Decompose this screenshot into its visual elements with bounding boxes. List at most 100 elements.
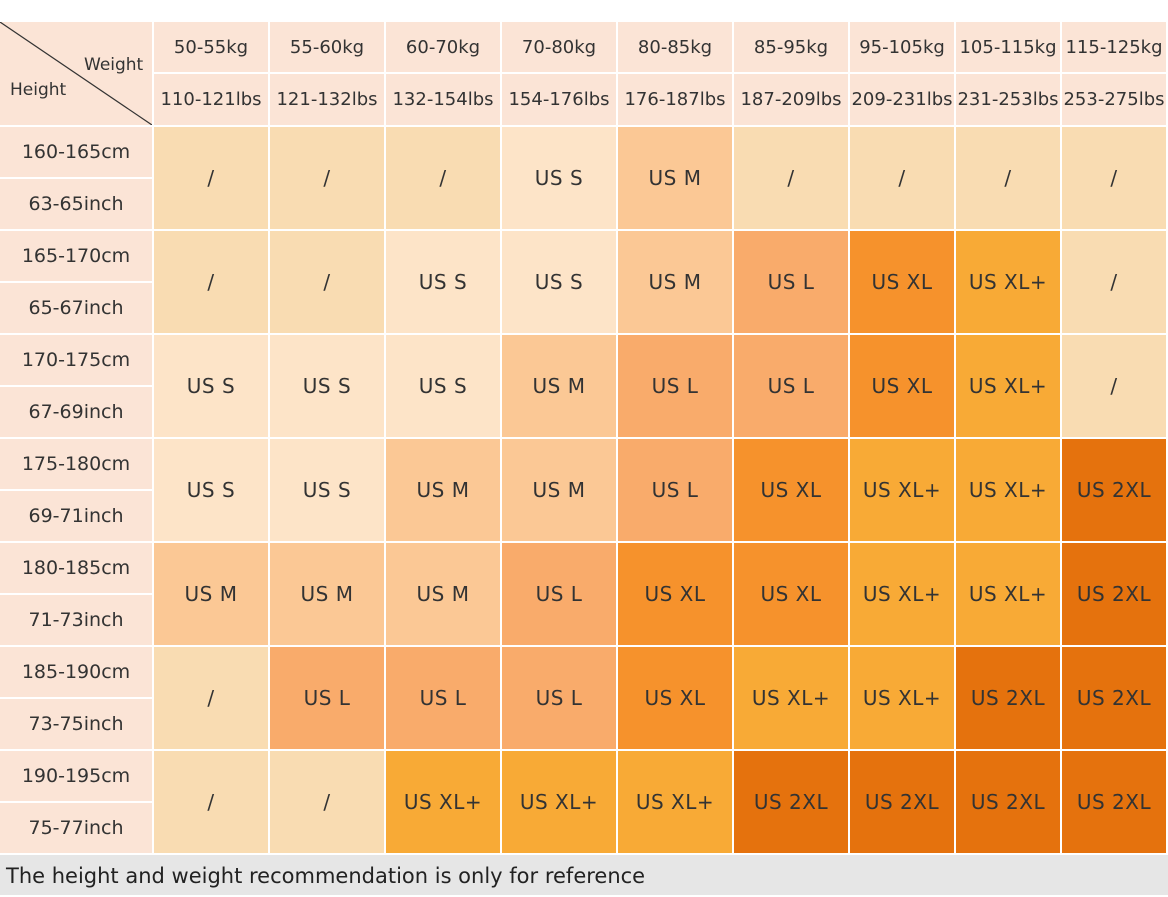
weight-lbs: 187-209lbs [734, 74, 848, 125]
height-inch: 67-69inch [0, 387, 152, 437]
size-cell: US XL+ [956, 439, 1060, 541]
size-cell: US XL [734, 439, 848, 541]
size-cell: US XL+ [850, 439, 954, 541]
size-cell: US XL [850, 335, 954, 437]
height-inch: 69-71inch [0, 491, 152, 541]
size-cell: US XL+ [618, 751, 732, 853]
weight-lbs: 176-187lbs [618, 74, 732, 125]
size-cell: US M [154, 543, 268, 645]
size-cell: US L [502, 543, 616, 645]
weight-lbs: 253-275lbs [1062, 74, 1166, 125]
size-cell: US S [502, 231, 616, 333]
size-cell: US S [386, 335, 500, 437]
height-cm: 175-180cm [0, 439, 152, 489]
size-cell: US XL+ [734, 647, 848, 749]
size-cell: / [154, 127, 268, 229]
size-cell: US XL+ [956, 543, 1060, 645]
size-cell: / [386, 127, 500, 229]
height-cm: 190-195cm [0, 751, 152, 801]
size-cell: US M [386, 439, 500, 541]
size-cell: US L [734, 231, 848, 333]
weight-lbs: 231-253lbs [956, 74, 1060, 125]
footer-note: The height and weight recommendation is … [0, 855, 1168, 895]
size-cell: US L [386, 647, 500, 749]
size-cell: US 2XL [1062, 543, 1166, 645]
height-cm: 180-185cm [0, 543, 152, 593]
height-cm: 165-170cm [0, 231, 152, 281]
weight-kg: 80-85kg [618, 22, 732, 72]
size-cell: US XL+ [850, 647, 954, 749]
size-cell: US S [270, 439, 384, 541]
weight-kg: 60-70kg [386, 22, 500, 72]
height-inch: 71-73inch [0, 595, 152, 645]
size-cell: US XL+ [956, 335, 1060, 437]
weight-kg: 50-55kg [154, 22, 268, 72]
height-cm: 185-190cm [0, 647, 152, 697]
weight-kg: 115-125kg [1062, 22, 1166, 72]
height-inch: 63-65inch [0, 179, 152, 229]
size-cell: / [1062, 231, 1166, 333]
size-cell: US 2XL [1062, 647, 1166, 749]
size-cell: US 2XL [956, 751, 1060, 853]
size-cell: US M [386, 543, 500, 645]
size-cell: US 2XL [1062, 439, 1166, 541]
weight-kg: 55-60kg [270, 22, 384, 72]
size-cell: US M [618, 231, 732, 333]
size-cell: US S [154, 335, 268, 437]
corner-weight: Weight [84, 55, 144, 75]
height-inch: 75-77inch [0, 803, 152, 853]
size-cell: / [1062, 127, 1166, 229]
size-cell: US S [154, 439, 268, 541]
weight-kg: 95-105kg [850, 22, 954, 72]
size-cell: / [154, 751, 268, 853]
weight-kg: 105-115kg [956, 22, 1060, 72]
weight-kg: 70-80kg [502, 22, 616, 72]
corner-cell: Weight Height [0, 22, 152, 125]
size-cell: US 2XL [734, 751, 848, 853]
size-cell: US XL+ [956, 231, 1060, 333]
size-cell: US S [502, 127, 616, 229]
weight-lbs: 110-121lbs [154, 74, 268, 125]
size-cell: US XL+ [502, 751, 616, 853]
size-cell: US XL+ [386, 751, 500, 853]
weight-lbs: 132-154lbs [386, 74, 500, 125]
size-cell: US S [386, 231, 500, 333]
size-cell: / [734, 127, 848, 229]
size-cell: US XL+ [850, 543, 954, 645]
size-cell: US XL [734, 543, 848, 645]
size-cell: US L [734, 335, 848, 437]
size-cell: / [270, 231, 384, 333]
size-cell: / [956, 127, 1060, 229]
size-cell: / [270, 751, 384, 853]
size-cell: / [1062, 335, 1166, 437]
size-cell: US 2XL [1062, 751, 1166, 853]
size-cell: US L [618, 439, 732, 541]
height-inch: 65-67inch [0, 283, 152, 333]
size-cell: US L [270, 647, 384, 749]
size-cell: US XL [618, 647, 732, 749]
size-cell: US M [270, 543, 384, 645]
size-cell: US M [618, 127, 732, 229]
size-cell: US XL [850, 231, 954, 333]
corner-diagonal [0, 22, 152, 125]
size-cell: US L [502, 647, 616, 749]
size-cell: / [850, 127, 954, 229]
size-cell: US 2XL [850, 751, 954, 853]
height-inch: 73-75inch [0, 699, 152, 749]
size-cell: / [154, 231, 268, 333]
size-cell: US M [502, 335, 616, 437]
size-cell: / [270, 127, 384, 229]
weight-lbs: 154-176lbs [502, 74, 616, 125]
size-cell: US L [618, 335, 732, 437]
size-cell: / [154, 647, 268, 749]
weight-lbs: 209-231lbs [850, 74, 954, 125]
size-cell: US XL [618, 543, 732, 645]
size-cell: US M [502, 439, 616, 541]
size-cell: US 2XL [956, 647, 1060, 749]
size-cell: US S [270, 335, 384, 437]
weight-lbs: 121-132lbs [270, 74, 384, 125]
weight-kg: 85-95kg [734, 22, 848, 72]
height-cm: 170-175cm [0, 335, 152, 385]
height-cm: 160-165cm [0, 127, 152, 177]
